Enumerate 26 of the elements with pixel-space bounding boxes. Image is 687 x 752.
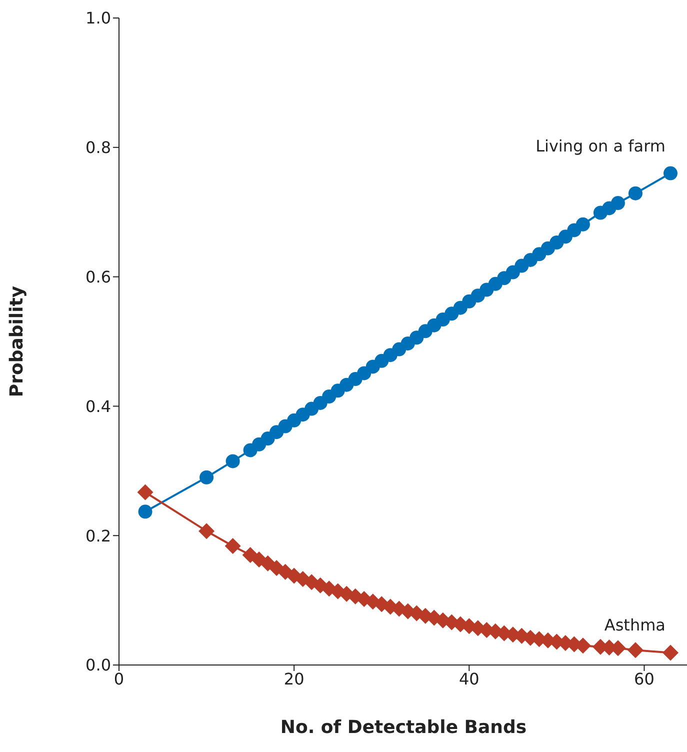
point [627,642,644,658]
point [138,504,152,519]
y-tick-label: 0.6 [86,267,111,286]
x-axis-title: No. of Detectable Bands [280,717,527,738]
x-tick-label: 20 [284,669,304,688]
point [224,538,241,554]
y-tick-label: 0.8 [86,138,111,158]
y-axis-title: Probability [6,286,28,398]
series-label: Living on a farm [536,136,666,156]
y-tick-label: 0.0 [86,656,111,675]
point [628,186,642,200]
y-tick-label: 1.0 [86,8,111,28]
point [576,217,590,232]
point [662,644,678,661]
point [610,196,625,210]
y-tick-label: 0.4 [86,396,111,416]
point [137,484,154,500]
y-tick-label: 0.2 [86,526,111,546]
point [198,523,215,540]
point [663,166,678,180]
series-label: Asthma [604,616,666,635]
x-tick-label: 60 [634,669,654,688]
x-tick-label: 40 [458,669,480,688]
x-tick-label: 0 [114,669,124,688]
point [200,470,214,484]
point [226,454,240,468]
